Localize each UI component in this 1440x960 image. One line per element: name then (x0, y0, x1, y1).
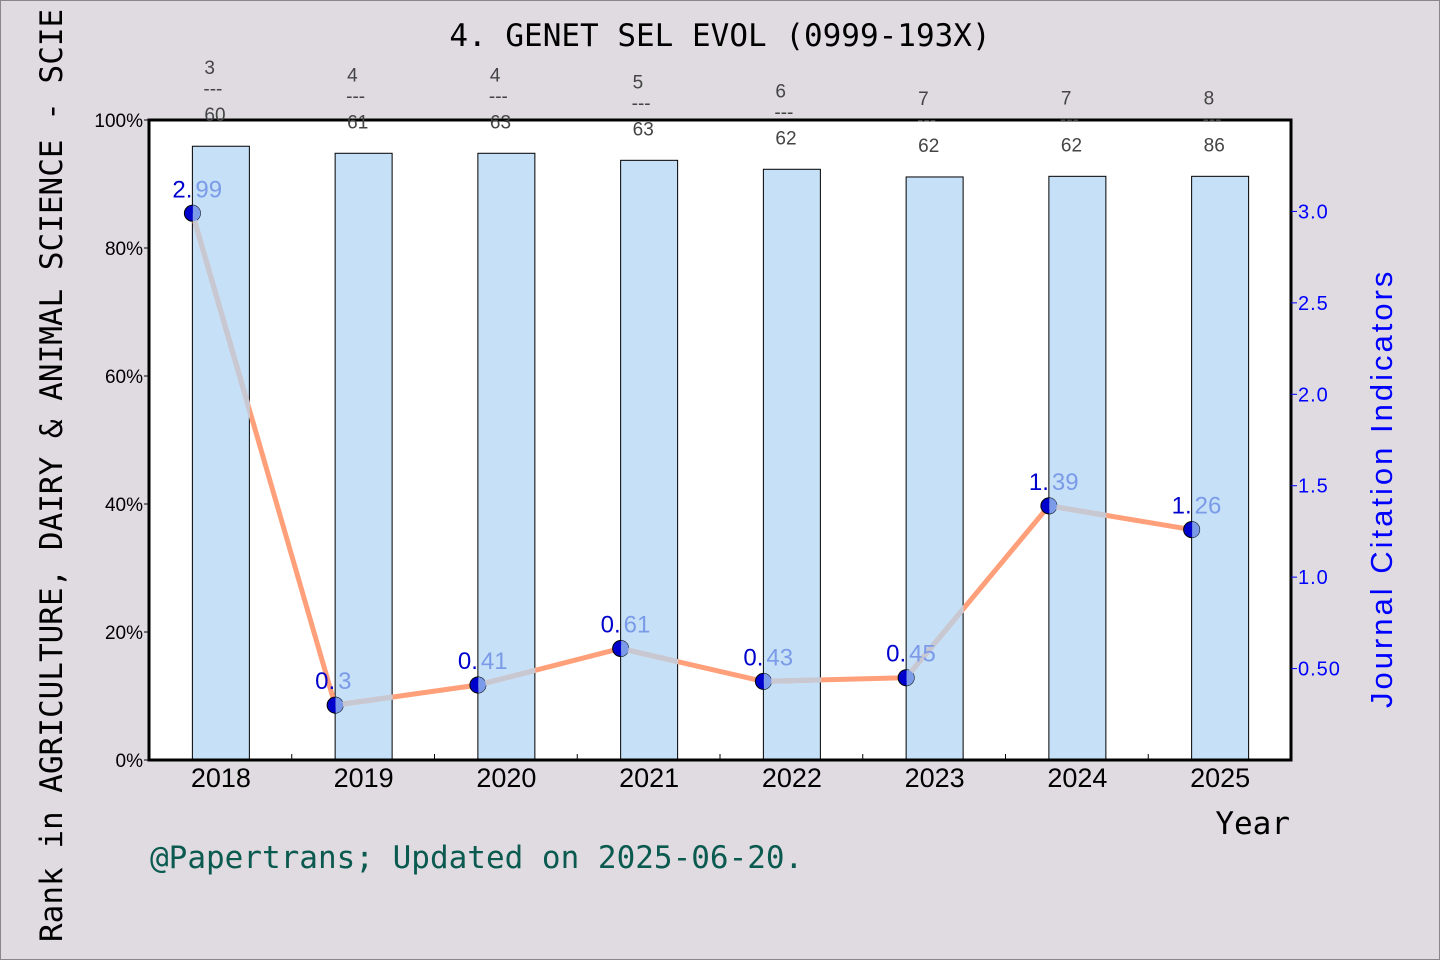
rank-total: 62 (775, 128, 796, 149)
left-axis-tick-label: 40% (105, 495, 143, 516)
jci-label-frac: 61 (624, 611, 651, 638)
rank-separator: --- (1060, 109, 1079, 130)
rank-separator: --- (346, 86, 365, 107)
rank-number: 4 (490, 65, 501, 86)
rank-number: 7 (918, 89, 929, 110)
jci-point-overlay (192, 205, 201, 222)
rank-number: 6 (775, 81, 786, 102)
right-axis-tick-label: 2.5 (1298, 293, 1329, 315)
rank-number: 3 (204, 58, 215, 79)
rank-separator: --- (917, 110, 936, 131)
jci-label-frac: 3 (338, 668, 351, 695)
rank-total: 62 (1061, 135, 1082, 156)
rank-separator: --- (632, 93, 651, 114)
left-axis-tick-label: 100% (94, 111, 143, 132)
rank-total: 86 (1204, 135, 1225, 156)
x-axis-tick-label: 2025 (1190, 763, 1250, 793)
jci-label-int: 1. (1172, 493, 1192, 520)
left-axis-tick-label: 60% (105, 367, 143, 388)
jci-label-int: 1. (1029, 469, 1049, 496)
rank-separator: --- (203, 79, 222, 100)
bar-2019 (334, 152, 393, 761)
right-axis-tick-label: 1.0 (1298, 567, 1329, 589)
left-axis-tick-label: 80% (105, 239, 143, 260)
jci-label-frac: 99 (195, 176, 222, 203)
x-axis-tick-label: 2022 (762, 763, 822, 793)
left-axis-tick-label: 20% (105, 623, 143, 644)
jci-label-int: 0. (886, 641, 906, 668)
jci-label-int: 0. (315, 668, 335, 695)
rank-total: 63 (633, 119, 654, 140)
x-axis-tick-label: 2024 (1047, 763, 1107, 793)
jci-label-int: 2. (172, 176, 192, 203)
right-axis-tick-label: 3.0 (1298, 201, 1329, 223)
left-axis-title: Rank in AGRICULTURE, DAIRY & ANIMAL SCIE… (34, 9, 70, 942)
rank-number: 8 (1204, 88, 1215, 109)
x-axis-tick-label: 2019 (334, 763, 394, 793)
jci-label-int: 0. (743, 644, 763, 671)
footer-credit: @Papertrans; Updated on 2025-06-20. (150, 840, 803, 876)
right-axis-tick-label: 1.5 (1298, 476, 1329, 498)
jci-label-int: 0. (458, 648, 478, 675)
rank-number: 4 (347, 65, 358, 86)
bar-2025 (1191, 175, 1250, 761)
rank-separator: --- (774, 102, 793, 123)
right-axis-title: Journal Citation Indicators (1364, 269, 1399, 708)
bar-2022 (762, 168, 821, 761)
plot-area (149, 120, 1291, 760)
right-axis-tick-label: 2.0 (1298, 384, 1329, 406)
x-axis-tick-label: 2018 (191, 763, 251, 793)
bar-2023 (905, 176, 964, 761)
rank-total: 61 (347, 112, 368, 133)
jci-label-frac: 45 (909, 641, 936, 668)
jci-label-frac: 43 (766, 644, 793, 671)
x-axis-title: Year (1215, 806, 1290, 842)
jci-label-frac: 39 (1052, 469, 1079, 496)
rank-total: 62 (918, 136, 939, 157)
jci-label-int: 0. (601, 611, 621, 638)
rank-separator: --- (1203, 109, 1222, 130)
rank-total: 63 (490, 112, 511, 133)
x-axis-tick-label: 2023 (905, 763, 965, 793)
jci-label-frac: 41 (481, 648, 508, 675)
bar-2021 (620, 159, 679, 761)
bar-2024 (1048, 175, 1107, 761)
bar-2020 (477, 152, 536, 761)
rank-number: 5 (633, 72, 644, 93)
rank-separator: --- (489, 86, 508, 107)
rank-number: 7 (1061, 88, 1072, 109)
x-axis-tick-label: 2020 (476, 763, 536, 793)
left-axis-tick-label: 0% (116, 751, 144, 772)
jci-label-frac: 26 (1195, 493, 1222, 520)
x-axis-tick-label: 2021 (619, 763, 679, 793)
chart-title: 4. GENET SEL EVOL (0999-193X) (449, 18, 990, 54)
right-axis-tick-label: 0.50 (1298, 659, 1341, 681)
rank-total: 60 (204, 105, 225, 126)
